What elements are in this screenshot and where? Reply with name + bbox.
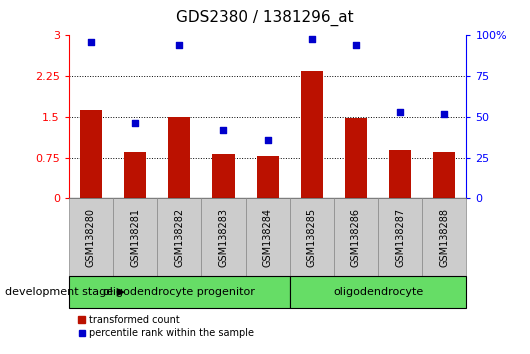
Bar	[168, 117, 190, 198]
Point	[440, 111, 448, 116]
Bar	[80, 110, 102, 198]
Legend: transformed count, percentile rank within the sample: transformed count, percentile rank withi…	[74, 312, 258, 342]
Text: oligodendrocyte progenitor: oligodendrocyte progenitor	[103, 287, 255, 297]
Text: GSM138280: GSM138280	[86, 208, 96, 267]
Point	[307, 36, 316, 41]
Bar	[345, 119, 367, 198]
Point	[396, 109, 404, 115]
Point	[131, 120, 139, 126]
Point	[219, 127, 228, 133]
Bar	[124, 152, 146, 198]
Text: oligodendrocyte: oligodendrocyte	[333, 287, 423, 297]
Text: GSM138285: GSM138285	[307, 207, 317, 267]
Bar	[301, 71, 323, 198]
Text: GSM138282: GSM138282	[174, 207, 184, 267]
Bar	[213, 154, 234, 198]
Bar	[257, 156, 279, 198]
Text: GSM138281: GSM138281	[130, 208, 140, 267]
Point	[175, 42, 183, 48]
Text: GSM138286: GSM138286	[351, 208, 361, 267]
Point	[87, 39, 95, 45]
Text: GSM138284: GSM138284	[263, 208, 272, 267]
Point	[352, 42, 360, 48]
Text: GSM138288: GSM138288	[439, 208, 449, 267]
Text: development stage ▶: development stage ▶	[5, 287, 126, 297]
Text: GSM138283: GSM138283	[218, 208, 228, 267]
Point	[263, 137, 272, 142]
Bar	[434, 152, 455, 198]
Text: GDS2380 / 1381296_at: GDS2380 / 1381296_at	[176, 10, 354, 26]
Text: GSM138287: GSM138287	[395, 207, 405, 267]
Bar	[389, 150, 411, 198]
